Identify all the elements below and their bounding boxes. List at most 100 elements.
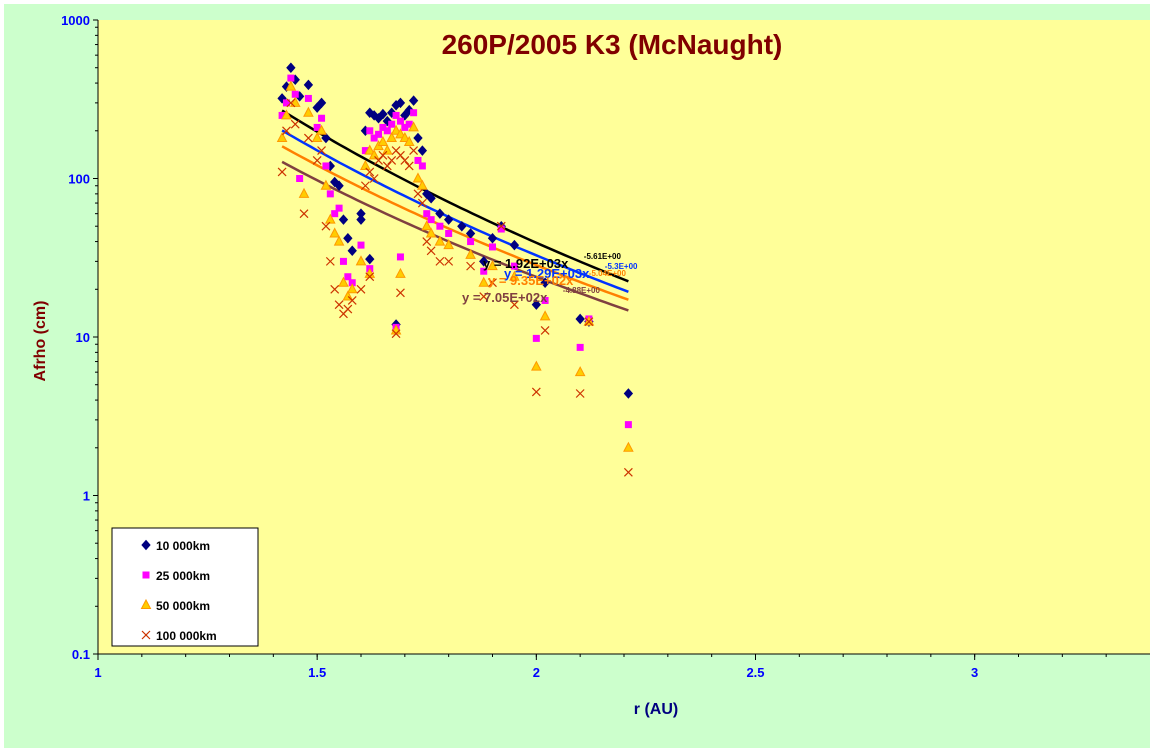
data-point [414, 156, 422, 164]
data-point [320, 179, 332, 190]
data-point [392, 111, 400, 119]
legend-label: 25 000km [156, 569, 210, 583]
data-point [623, 441, 634, 452]
data-point [457, 220, 467, 232]
data-point [509, 270, 520, 281]
y-tick-label: 0.1 [72, 647, 90, 662]
data-point [369, 110, 379, 121]
legend-marker [140, 598, 152, 609]
x-tick-label: 2.5 [746, 665, 764, 680]
data-point [383, 127, 391, 135]
data-point [317, 146, 326, 156]
data-point [395, 97, 406, 109]
data-point [331, 210, 339, 218]
y-tick-label: 1 [83, 489, 90, 504]
y-axis-title: Afrho (cm) [32, 301, 49, 382]
data-point [488, 278, 497, 288]
data-point [346, 283, 358, 294]
data-point [321, 221, 331, 231]
data-point [417, 179, 428, 190]
data-point [418, 162, 426, 170]
data-point [435, 256, 445, 266]
data-point [330, 284, 340, 294]
data-point [497, 225, 505, 233]
data-point [347, 245, 357, 257]
data-point [355, 255, 367, 266]
data-point [386, 131, 398, 143]
legend-marker [141, 630, 151, 640]
data-point [400, 156, 410, 165]
data-point [286, 62, 296, 73]
data-point [361, 147, 369, 155]
data-point [281, 109, 292, 120]
data-point [379, 123, 387, 131]
data-point [299, 209, 309, 219]
data-point [360, 159, 371, 170]
data-point [575, 313, 585, 325]
data-point [623, 388, 634, 399]
data-point [343, 304, 353, 314]
data-point [324, 213, 336, 224]
data-point [480, 267, 488, 275]
x-tick-label: 3 [971, 665, 978, 680]
data-point [426, 193, 436, 204]
trend-equations: y = 1.92E+03x -5.61E+00 y = 1.29E+03x -5.3E… [462, 252, 638, 305]
data-point [623, 467, 633, 477]
data-point [334, 180, 344, 192]
trendlines [281, 109, 629, 312]
data-point [400, 110, 410, 121]
data-point [388, 120, 396, 128]
plot-area [98, 20, 1150, 654]
data-point [445, 229, 453, 237]
trend-exponent: -5.04E+00 [589, 269, 627, 278]
trend-equation: y = 1.92E+03x [483, 256, 569, 271]
trend-exponent: -5.61E+00 [584, 252, 622, 261]
data-point [405, 120, 413, 128]
data-point [291, 90, 299, 98]
data-point [531, 299, 542, 310]
y-tick-label: 1000 [61, 13, 90, 28]
data-point [396, 117, 404, 125]
data-point [412, 172, 424, 183]
data-point [487, 232, 498, 244]
data-point [434, 235, 446, 246]
data-point [421, 220, 433, 231]
trend-exponent: -4.88E+00 [563, 286, 601, 295]
y-tick-label: 100 [68, 172, 90, 187]
data-point [425, 227, 437, 238]
x-tick-label: 1 [94, 665, 101, 680]
data-point [409, 146, 419, 156]
data-point [489, 243, 496, 251]
data-point [381, 144, 393, 155]
legend-label: 50 000km [156, 599, 210, 613]
data-point [285, 80, 297, 91]
data-point [487, 260, 498, 271]
data-point [286, 98, 296, 108]
chart: 0.1 1 10 100 1000 1 1.5 2 2.5 3 y = 1.92E+03x -5.6… [32, 13, 1150, 718]
trend-equation: y = 1.29E+03x [504, 266, 590, 281]
data-point [366, 127, 374, 135]
data-point [427, 216, 435, 224]
axes: 0.1 1 10 100 1000 1 1.5 2 2.5 3 [61, 13, 1150, 680]
data-point [417, 145, 428, 156]
y-tick-label: 10 [76, 330, 90, 345]
legend-label: 10 000km [156, 539, 210, 553]
data-point [298, 187, 310, 198]
data-point [378, 150, 388, 160]
data-point [436, 222, 444, 230]
data-point [311, 131, 323, 143]
data-point [365, 167, 375, 177]
data-point [360, 181, 370, 191]
data-point [348, 279, 356, 287]
data-point [408, 121, 419, 132]
data-point [467, 238, 475, 246]
data-point [390, 124, 402, 135]
data-point [339, 257, 347, 265]
data-point [365, 107, 375, 118]
data-point [290, 119, 300, 129]
chart-frame: 0.1 1 10 100 1000 1 1.5 2 2.5 3 y = 1.92E+03x -5.6… [4, 4, 1150, 748]
data-point [391, 329, 401, 339]
legend: 10 000km 25 000km 50 000km 100 000km [111, 527, 259, 647]
data-point [370, 134, 378, 142]
data-point [540, 277, 550, 288]
